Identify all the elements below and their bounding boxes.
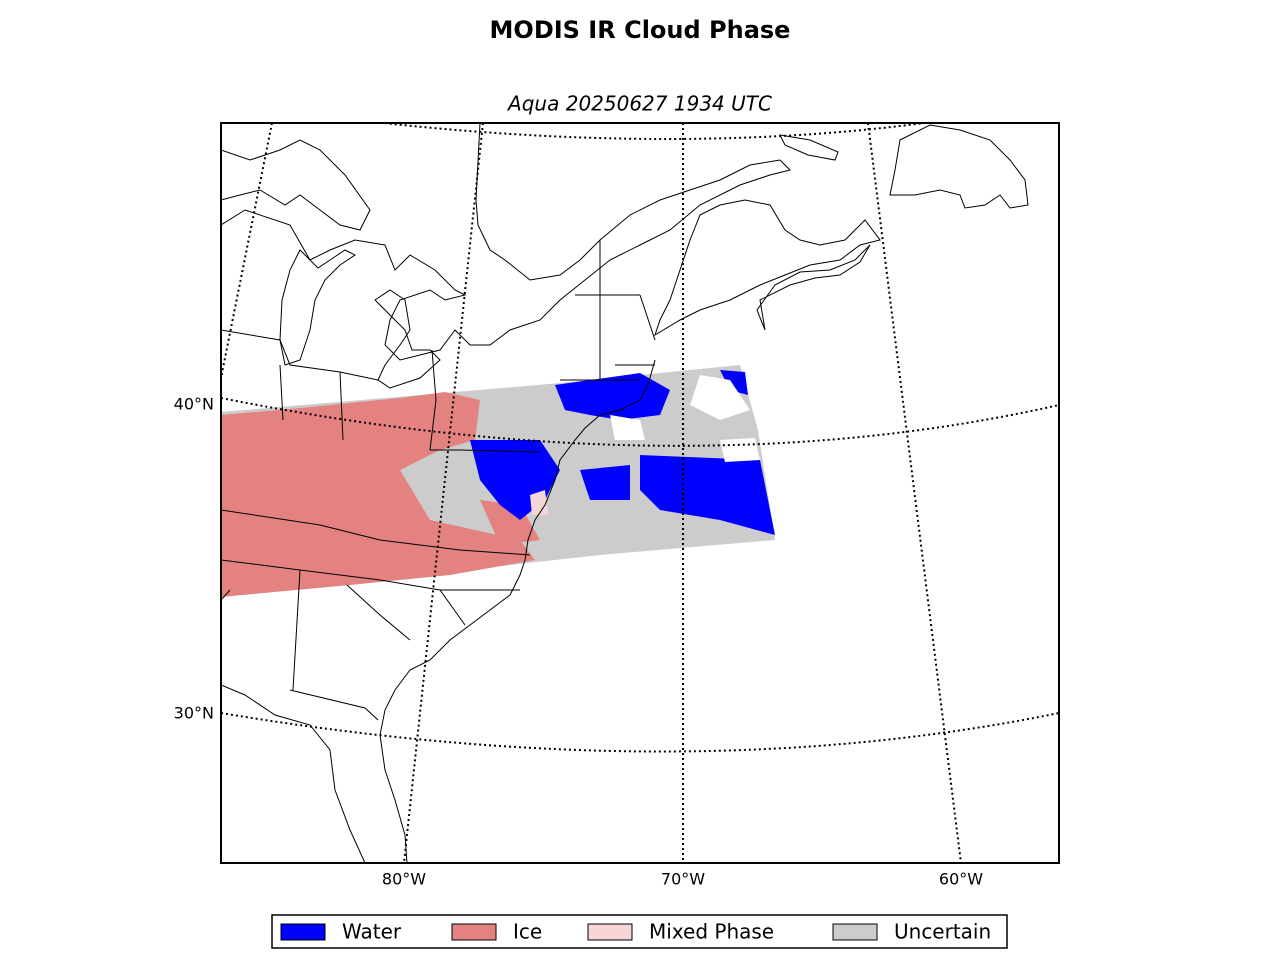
map xyxy=(221,123,1059,863)
title: MODIS IR Cloud Phase xyxy=(490,16,791,44)
cloud-swath xyxy=(221,365,775,597)
legend-swatch xyxy=(451,923,497,941)
legend-swatch xyxy=(832,923,878,941)
water-region xyxy=(580,465,630,500)
latitude-label: 30°N xyxy=(174,704,214,723)
longitude-label: 60°W xyxy=(939,870,983,889)
legend-swatch xyxy=(280,923,326,941)
longitude-label: 80°W xyxy=(382,870,426,889)
clear-region xyxy=(610,415,645,440)
map-frame xyxy=(220,122,1060,864)
water-region xyxy=(640,455,775,535)
clear-region xyxy=(720,438,760,462)
latitude-label: 40°N xyxy=(174,395,214,414)
legend-swatch xyxy=(587,923,633,941)
longitude-label: 70°W xyxy=(661,870,705,889)
legend-label: Water xyxy=(342,920,402,944)
mixed-region xyxy=(530,490,548,515)
legend-label: Ice xyxy=(513,920,542,944)
ice-region xyxy=(480,500,540,545)
graticule xyxy=(221,123,1059,863)
legend-label: Mixed Phase xyxy=(649,920,774,944)
legend-box xyxy=(271,914,1008,949)
water-region xyxy=(720,370,748,395)
ice-region xyxy=(221,392,535,597)
legend: Water Ice Mixed Phase Uncertain xyxy=(271,914,1008,949)
water-region xyxy=(555,373,670,420)
subtitle: Aqua 20250627 1934 UTC xyxy=(506,92,772,116)
clear-region xyxy=(690,375,750,420)
coastlines xyxy=(221,123,1029,863)
legend-label: Uncertain xyxy=(894,920,991,944)
